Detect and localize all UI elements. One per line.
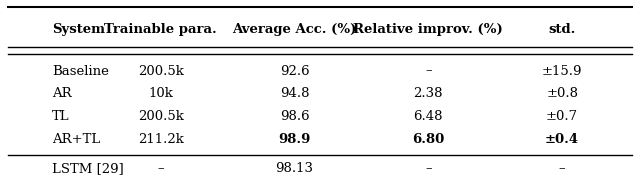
Text: 200.5k: 200.5k (138, 65, 184, 78)
Text: 98.6: 98.6 (280, 110, 309, 123)
Text: TL: TL (52, 110, 70, 123)
Text: 6.48: 6.48 (413, 110, 443, 123)
Text: 94.8: 94.8 (280, 87, 309, 100)
Text: 92.6: 92.6 (280, 65, 309, 78)
Text: 2.38: 2.38 (413, 87, 443, 100)
Text: std.: std. (548, 23, 576, 36)
Text: 211.2k: 211.2k (138, 132, 184, 145)
Text: Trainable para.: Trainable para. (104, 23, 217, 36)
Text: –: – (425, 65, 431, 78)
Text: Relative improv. (%): Relative improv. (%) (353, 23, 503, 36)
Text: ±0.4: ±0.4 (545, 132, 579, 145)
Text: AR: AR (52, 87, 72, 100)
Text: Average Acc. (%): Average Acc. (%) (232, 23, 356, 36)
Text: ±0.7: ±0.7 (546, 110, 578, 123)
Text: ±15.9: ±15.9 (542, 65, 582, 78)
Text: 10k: 10k (148, 87, 173, 100)
Text: –: – (157, 162, 164, 175)
Text: 200.5k: 200.5k (138, 110, 184, 123)
Text: LSTM [29]: LSTM [29] (52, 162, 124, 175)
Text: ±0.8: ±0.8 (546, 87, 578, 100)
Text: 98.13: 98.13 (275, 162, 314, 175)
Text: 98.9: 98.9 (278, 132, 310, 145)
Text: 6.80: 6.80 (412, 132, 444, 145)
Text: Baseline: Baseline (52, 65, 109, 78)
Text: –: – (425, 162, 431, 175)
Text: AR+TL: AR+TL (52, 132, 100, 145)
Text: –: – (559, 162, 566, 175)
Text: System: System (52, 23, 106, 36)
